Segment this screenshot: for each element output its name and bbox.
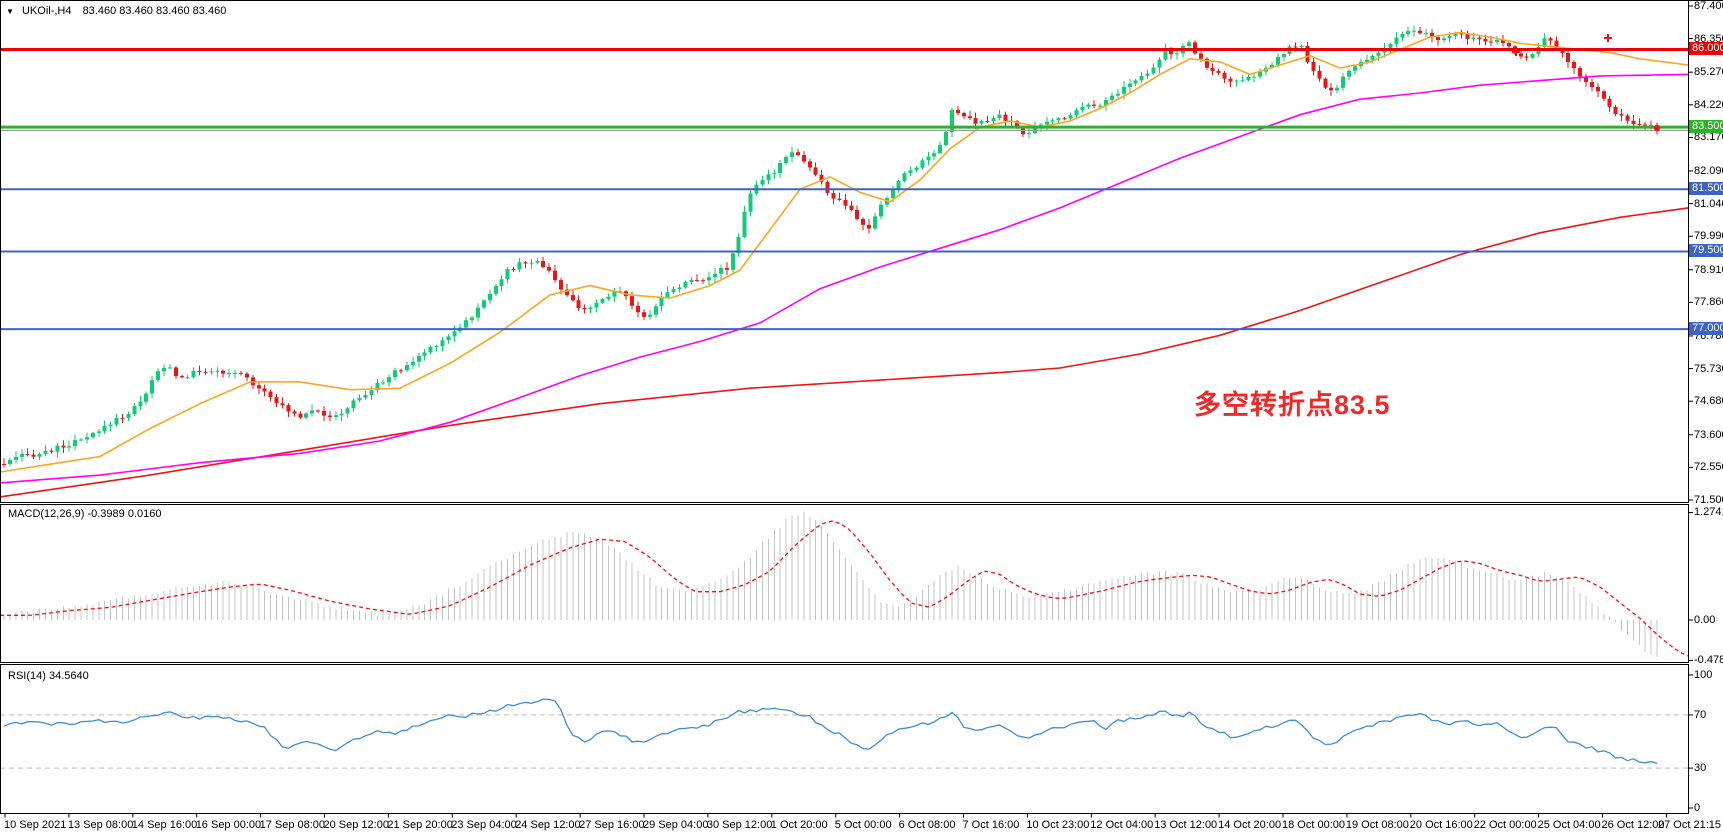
time-tick-label: 17 Sep 08:00 [259,819,326,831]
time-tick-label: 26 Oct 12:00 [1601,819,1665,831]
price-tick-label: 73.600 [1694,428,1723,441]
rsi-tick-label: 0 [1694,802,1701,814]
rsi-indicator-label: RSI(14) 34.5640 [8,670,89,682]
time-tick-label: 21 Sep 20:00 [387,819,453,831]
time-tick-label: 27 Oct 21:15 [1658,819,1721,831]
time-tick-label: 10 Oct 23:00 [1026,819,1090,831]
price-level-badge-81.500: 81.500 [1689,182,1723,196]
price-tick-label: 74.680 [1694,395,1723,408]
time-tick-label: 23 Sep 04:00 [451,819,517,831]
collapse-triangle-icon[interactable]: ▼ [6,7,14,16]
time-tick-label: 10 Sep 2021 [4,819,67,831]
rsi-tick-label: 100 [1694,669,1713,681]
ohlc-quotes-label: 83.460 83.460 83.460 83.460 [82,5,227,17]
price-tick-label: 79.990 [1694,230,1723,243]
rsi-tick-label: 30 [1694,762,1707,775]
time-tick-label: 25 Oct 04:00 [1537,819,1601,831]
macd-histogram [3,511,1658,657]
candles-layer [2,25,1659,468]
price-tick-label: 85.270 [1694,66,1723,79]
macd-signal-line [0,520,1689,657]
macd-tick-label: 0.00 [1694,614,1716,626]
price-tick-label: 77.860 [1694,296,1723,309]
price-tick-label: 72.550 [1694,461,1723,474]
time-tick-label: 19 Oct 08:00 [1345,819,1409,831]
time-tick-label: 13 Sep 08:00 [67,819,134,831]
panel-frames [0,0,1723,818]
price-level-badge-86.000: 86.000 [1689,42,1723,56]
macd-tick-label: -0.4786 [1694,654,1723,667]
time-tick-label: 20 Sep 12:00 [323,819,389,831]
price-tick-label: 78.910 [1694,263,1723,276]
ma-fast-orange-line [0,31,1689,473]
time-tick-label: 14 Sep 16:00 [131,819,198,831]
time-tick-label: 29 Sep 04:00 [643,819,709,831]
chart-markers [1512,34,1661,132]
time-tick-label: 5 Oct 00:00 [834,819,892,831]
ma-slow-red-line [0,207,1689,498]
chart-header: ▼ UKOil-,H4 83.460 83.460 83.460 83.460 [6,5,226,17]
price-tick-label: 71.500 [1694,494,1723,506]
rsi-line [3,698,1658,765]
time-tick-label: 13 Oct 12:00 [1154,819,1218,831]
time-tick-label: 14 Oct 20:00 [1218,819,1282,831]
time-tick-label: 7 Oct 16:00 [962,819,1020,831]
price-tick-label: 82.090 [1694,164,1723,177]
price-tick-label: 75.730 [1694,362,1723,375]
time-tick-label: 6 Oct 08:00 [898,819,956,831]
time-tick-label: 12 Oct 04:00 [1090,819,1154,831]
price-tick-label: 84.220 [1694,98,1723,111]
price-level-badge-79.500: 79.500 [1689,244,1723,258]
macd-indicator-label: MACD(12,26,9) -0.3989 0.0160 [8,508,162,520]
time-tick-label: 1 Oct 20:00 [770,819,828,831]
price-level-badge-77.000: 77.000 [1689,322,1723,336]
time-tick-label: 20 Oct 16:00 [1409,819,1473,831]
time-tick-label: 27 Sep 16:00 [579,819,645,831]
price-tick-label: 87.400 [1694,0,1723,12]
rsi-tick-label: 70 [1694,708,1707,721]
symbol-timeframe-label: UKOil-,H4 [21,5,72,17]
price-tick-label: 83.170 [1694,131,1723,144]
time-tick-label: 30 Sep 12:00 [706,819,773,831]
time-tick-label: 22 Oct 00:00 [1473,819,1537,831]
price-tick-label: 81.040 [1694,197,1723,210]
time-tick-label: 16 Sep 00:00 [195,819,262,831]
price-level-badge-83.500: 83.500 [1689,120,1723,134]
annotation-text[interactable]: 多空转折点83.5 [1194,390,1391,420]
time-tick-label: 24 Sep 12:00 [515,819,581,831]
ma-mid-magenta-line [0,73,1689,484]
price-tick-label: 86.350 [1694,32,1723,45]
time-tick-label: 18 Oct 00:00 [1282,819,1345,831]
macd-tick-label: 1.2741 [1694,506,1723,519]
